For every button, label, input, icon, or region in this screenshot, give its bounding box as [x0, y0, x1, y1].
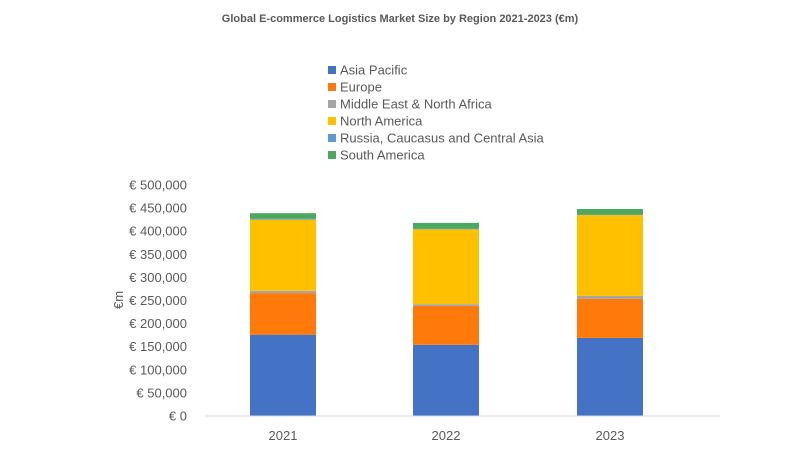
y-tick-label: € 50,000	[136, 385, 187, 400]
legend-swatch	[328, 151, 336, 159]
bar-segment-north-america-2022	[413, 229, 479, 305]
y-tick-label: € 450,000	[129, 201, 187, 216]
legend-label: South America	[340, 148, 425, 163]
x-tick-label: 2021	[269, 428, 298, 443]
y-tick-label: € 300,000	[129, 270, 187, 285]
bar-segment-europe-2022	[413, 306, 479, 345]
legend-label: North America	[340, 114, 423, 129]
bar-segment-asia-pacific-2021	[250, 334, 316, 416]
bar-segment-north-america-2023	[577, 215, 643, 296]
bar-segment-asia-pacific-2022	[413, 344, 479, 416]
y-tick-label: € 150,000	[129, 339, 187, 354]
bar-segment-south-america-2023	[577, 209, 643, 215]
bar-segment-russia-caucasus-and-central-asia-2021	[250, 218, 316, 220]
y-tick-label: € 350,000	[129, 247, 187, 262]
legend-swatch	[328, 134, 336, 142]
x-tick-label: 2022	[432, 428, 461, 443]
legend-swatch	[328, 117, 336, 125]
legend-label: Middle East & North Africa	[340, 97, 492, 112]
bar-segment-asia-pacific-2023	[577, 337, 643, 416]
legend-swatch	[328, 83, 336, 91]
legend: Asia Pacific Europe Middle East & North Af…	[328, 63, 545, 163]
y-tick-label: € 200,000	[129, 316, 187, 331]
bar-segment-south-america-2021	[250, 213, 316, 219]
bars	[250, 209, 643, 416]
y-axis: € 0 € 50,000 € 100,000 € 150,000 € 200,000 € …	[129, 178, 187, 424]
x-axis: 2021 2022 2023	[269, 428, 625, 443]
legend-label: Asia Pacific	[340, 63, 408, 78]
legend-swatch	[328, 66, 336, 74]
bar-segment-europe-2023	[577, 298, 643, 338]
y-tick-label: € 0	[169, 409, 187, 424]
y-tick-label: € 400,000	[129, 224, 187, 239]
bar-segment-middle-east-north-africa-2023	[577, 295, 643, 299]
bar-segment-middle-east-north-africa-2022	[413, 304, 479, 307]
legend-swatch	[328, 100, 336, 108]
y-tick-label: € 500,000	[129, 178, 187, 193]
bar-segment-middle-east-north-africa-2021	[250, 290, 316, 294]
legend-label: Russia, Caucasus and Central Asia	[340, 131, 545, 146]
y-tick-label: € 100,000	[129, 362, 187, 377]
y-tick-label: € 250,000	[129, 293, 187, 308]
bar-segment-south-america-2022	[413, 222, 479, 229]
bar-segment-europe-2021	[250, 293, 316, 335]
bar-segment-north-america-2021	[250, 219, 316, 291]
chart-title: Global E-commerce Logistics Market Size …	[222, 13, 579, 25]
legend-label: Europe	[340, 80, 382, 95]
y-axis-label: €m	[111, 291, 126, 309]
x-tick-label: 2023	[596, 428, 625, 443]
